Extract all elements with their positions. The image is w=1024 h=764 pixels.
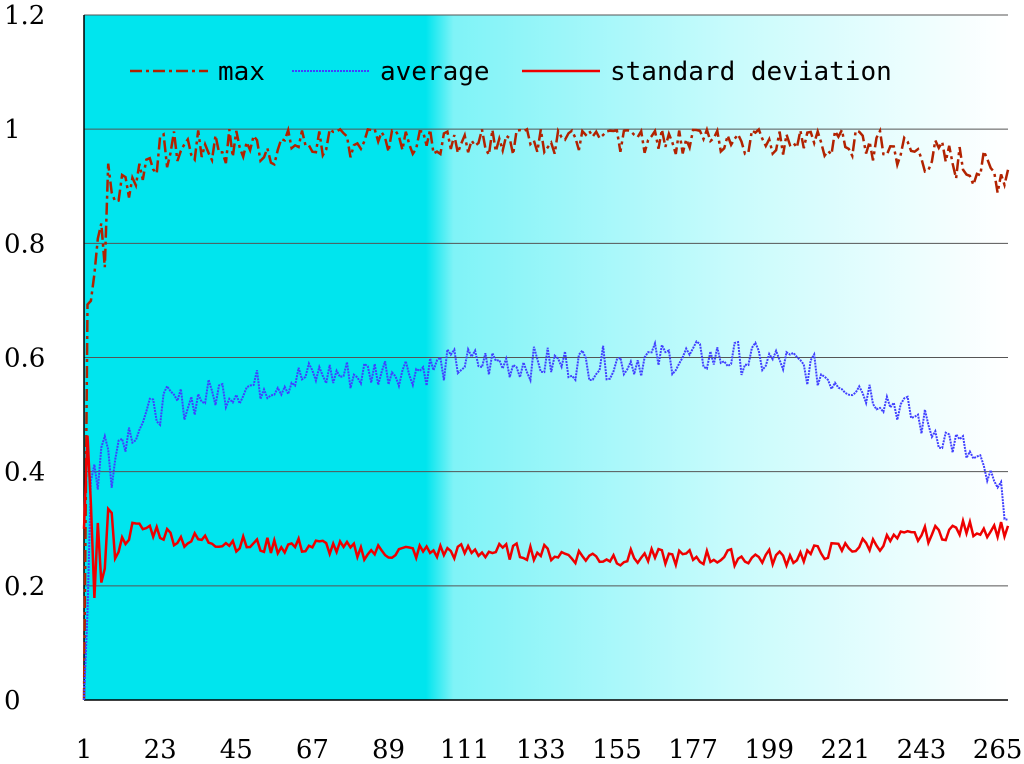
y-tick-label: 0.6 [4, 344, 45, 374]
y-tick-label: 0.4 [4, 458, 45, 488]
x-tick-label: 243 [897, 735, 947, 764]
series-line [83, 339, 1009, 701]
legend-label: standard deviation [610, 57, 892, 87]
x-tick-label: 221 [821, 735, 871, 764]
y-tick-label: 1.2 [4, 1, 45, 31]
x-tick-label: 23 [144, 735, 177, 764]
y-tick-label: 0 [4, 686, 21, 716]
y-tick-label: 1 [4, 115, 21, 145]
x-tick-label: 133 [516, 735, 566, 764]
x-tick-label: 111 [440, 735, 490, 764]
y-tick-label: 0.8 [4, 229, 45, 259]
y-tick-label: 0.2 [4, 572, 45, 602]
gridlines [83, 14, 1008, 701]
x-tick-label: 177 [668, 735, 718, 764]
y-axis-ticks: 0 0.2 0.4 0.6 0.8 1 1.2 [4, 1, 45, 716]
legend-label: average [380, 57, 490, 87]
x-tick-label: 67 [296, 735, 329, 764]
x-axis-ticks: 1 23 45 67 89 111 133 155 177 199 221 243 265 [76, 735, 1023, 764]
x-tick-label: 155 [592, 735, 642, 764]
x-tick-label: 199 [744, 735, 794, 764]
x-tick-label: 45 [220, 735, 253, 764]
legend: max average standard deviation [130, 57, 892, 87]
x-tick-label: 89 [372, 735, 405, 764]
legend-label: max [218, 57, 265, 87]
x-tick-label: 1 [76, 735, 93, 764]
series-line [82, 435, 1010, 598]
series-line [82, 125, 1010, 701]
series-layer [82, 125, 1010, 701]
x-tick-label: 265 [973, 735, 1023, 764]
